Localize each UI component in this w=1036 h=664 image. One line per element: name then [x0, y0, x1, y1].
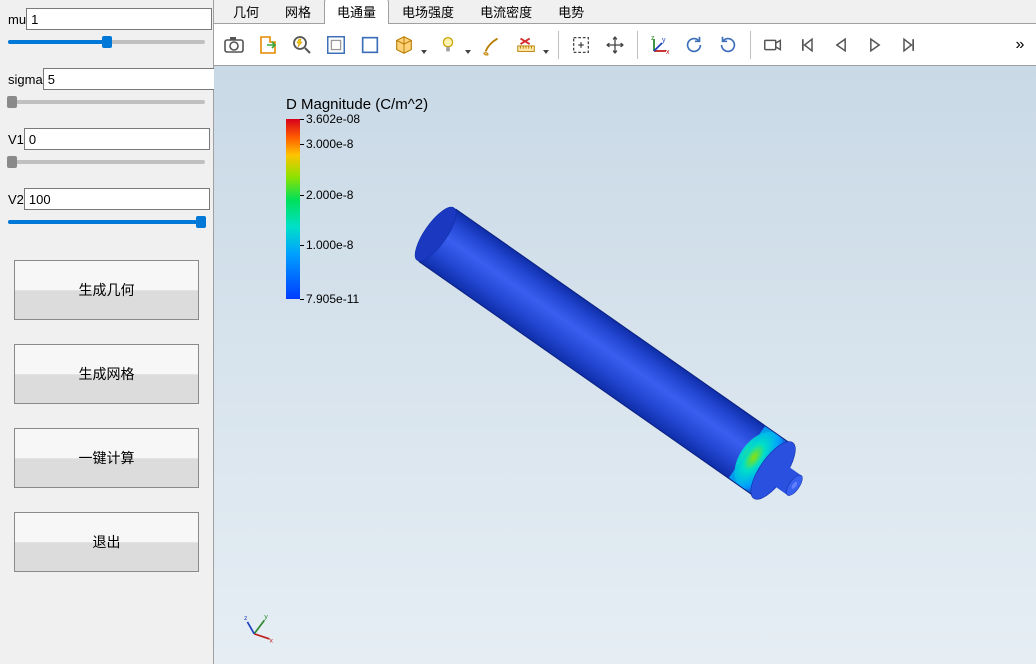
toolbar-separator	[558, 31, 559, 59]
exit-button[interactable]: 退出	[14, 512, 199, 572]
record-icon[interactable]	[757, 29, 789, 61]
brush-icon[interactable]	[476, 29, 508, 61]
param-label-mu: mu	[8, 12, 26, 27]
main-area: 几何网格电通量电场强度电流密度电势	[214, 0, 1036, 664]
generate-mesh-label: 生成网格	[79, 364, 135, 384]
param-label-v2: V2	[8, 192, 24, 207]
viewport-3d[interactable]: D Magnitude (C/m^2) 3.602e-083.000e-82.0…	[214, 66, 1036, 664]
orientation-triad-icon: x y z	[244, 610, 278, 644]
generate-geometry-label: 生成几何	[79, 280, 135, 300]
box-icon[interactable]	[354, 29, 386, 61]
prev-frame-icon[interactable]	[825, 29, 857, 61]
param-slider-v1[interactable]	[8, 154, 205, 170]
svg-text:x: x	[270, 637, 274, 644]
model-render	[214, 66, 1034, 646]
cube-dd-icon[interactable]	[388, 29, 430, 61]
rotate-cw-icon[interactable]	[712, 29, 744, 61]
svg-text:z: z	[651, 35, 655, 42]
svg-text:y: y	[264, 614, 268, 621]
param-input-v1[interactable]	[24, 128, 210, 150]
param-slider-v2[interactable]	[8, 214, 205, 230]
exit-label: 退出	[93, 532, 121, 552]
svg-text:y: y	[662, 37, 666, 44]
generate-mesh-button[interactable]: 生成网格	[14, 344, 199, 404]
param-label-sigma: sigma	[8, 72, 43, 87]
tab-bar: 几何网格电通量电场强度电流密度电势	[214, 0, 1036, 24]
ruler-x-dd-icon[interactable]	[510, 29, 552, 61]
compute-button[interactable]: 一键计算	[14, 428, 199, 488]
zoom-lightning-icon[interactable]	[286, 29, 318, 61]
generate-geometry-button[interactable]: 生成几何	[14, 260, 199, 320]
export-icon[interactable]	[252, 29, 284, 61]
app-root: mu sigma V1 V2	[0, 0, 1036, 664]
rotate-ccw-icon[interactable]	[678, 29, 710, 61]
param-row-v2: V2	[8, 188, 205, 210]
toolbar-overflow[interactable]: »	[1008, 36, 1032, 54]
tab-5[interactable]: 电势	[545, 0, 597, 24]
axes-icon[interactable]: z xy	[644, 29, 676, 61]
param-input-v2[interactable]	[24, 188, 210, 210]
toolbar: z xy »	[214, 24, 1036, 66]
svg-text:z: z	[244, 615, 248, 622]
param-slider-sigma[interactable]	[8, 94, 205, 110]
compute-label: 一键计算	[79, 448, 135, 468]
camera-icon[interactable]	[218, 29, 250, 61]
move-icon[interactable]	[599, 29, 631, 61]
toolbar-separator	[750, 31, 751, 59]
param-row-v1: V1	[8, 128, 205, 150]
tab-4[interactable]: 电流密度	[467, 0, 545, 24]
next-frame-icon[interactable]	[893, 29, 925, 61]
tab-1[interactable]: 网格	[272, 0, 324, 24]
first-frame-icon[interactable]	[791, 29, 823, 61]
toolbar-separator	[637, 31, 638, 59]
tab-0[interactable]: 几何	[220, 0, 272, 24]
play-icon[interactable]	[859, 29, 891, 61]
param-input-mu[interactable]	[26, 8, 212, 30]
side-panel: mu sigma V1 V2	[0, 0, 214, 664]
svg-text:x: x	[666, 49, 670, 56]
param-slider-mu[interactable]	[8, 34, 205, 50]
tab-3[interactable]: 电场强度	[389, 0, 467, 24]
param-label-v1: V1	[8, 132, 24, 147]
bulb-dd-icon[interactable]	[432, 29, 474, 61]
selection-rect-icon[interactable]	[565, 29, 597, 61]
param-row-sigma: sigma	[8, 68, 205, 90]
param-input-sigma[interactable]	[43, 68, 229, 90]
tab-2[interactable]: 电通量	[324, 0, 389, 24]
param-row-mu: mu	[8, 8, 205, 30]
select-box-icon[interactable]	[320, 29, 352, 61]
